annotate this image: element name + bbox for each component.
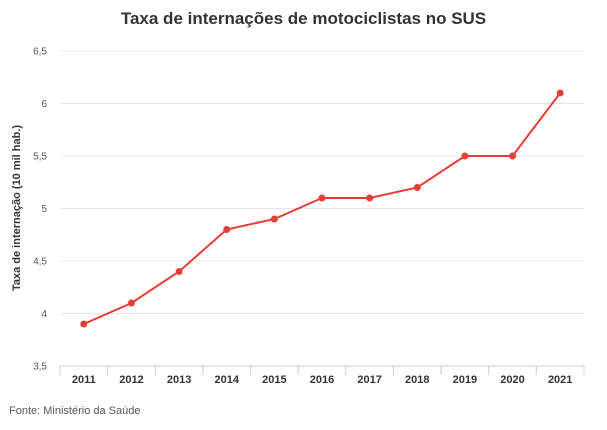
x-tick-label: 2013: [167, 374, 191, 386]
x-tick-label: 2019: [453, 374, 477, 386]
y-tick-label: 3,5: [33, 362, 47, 373]
y-tick-label: 4,5: [33, 257, 47, 268]
y-tick-labels: 3,5 4 4,5 5 5,5 6 6,5: [33, 47, 47, 373]
data-point: [270, 215, 278, 223]
data-point: [223, 226, 231, 233]
x-tick-label: 2014: [214, 374, 239, 386]
x-tick-label: 2017: [357, 374, 381, 386]
x-tick-label: 2012: [119, 374, 143, 386]
x-tick-label: 2018: [405, 374, 429, 386]
y-tick-label: 5: [41, 204, 47, 215]
x-tick-label: 2015: [262, 374, 286, 386]
data-point: [175, 268, 183, 275]
x-tick-label: 2020: [500, 374, 524, 386]
data-point: [318, 194, 326, 202]
data-point: [366, 194, 374, 202]
y-tick-label: 6: [41, 99, 47, 110]
y-tick-label: 5,5: [33, 152, 47, 163]
data-point: [461, 152, 469, 160]
y-tick-label: 6,5: [33, 47, 47, 58]
data-point: [509, 152, 517, 160]
data-point: [127, 299, 135, 307]
chart-title: Taxa de internações de motociclistas no …: [120, 9, 487, 28]
x-tick-labels: 2011 2012 2013 2014 2015 2016 2017 2018 2019 2020…: [72, 374, 573, 386]
axes: [59, 365, 585, 375]
gridlines: [60, 50, 584, 314]
data-point: [413, 184, 421, 191]
data-points: [80, 89, 564, 328]
source-note: Fonte: Ministério da Saúde: [9, 405, 141, 417]
x-tick-label: 2011: [72, 374, 96, 386]
data-point: [80, 320, 88, 328]
y-axis-label: Taxa de internação (10 mil hab.): [11, 125, 23, 291]
y-tick-label: 4: [41, 309, 47, 320]
x-tick-label: 2016: [310, 374, 334, 386]
x-tick-label: 2021: [548, 374, 572, 386]
data-point: [556, 89, 564, 97]
